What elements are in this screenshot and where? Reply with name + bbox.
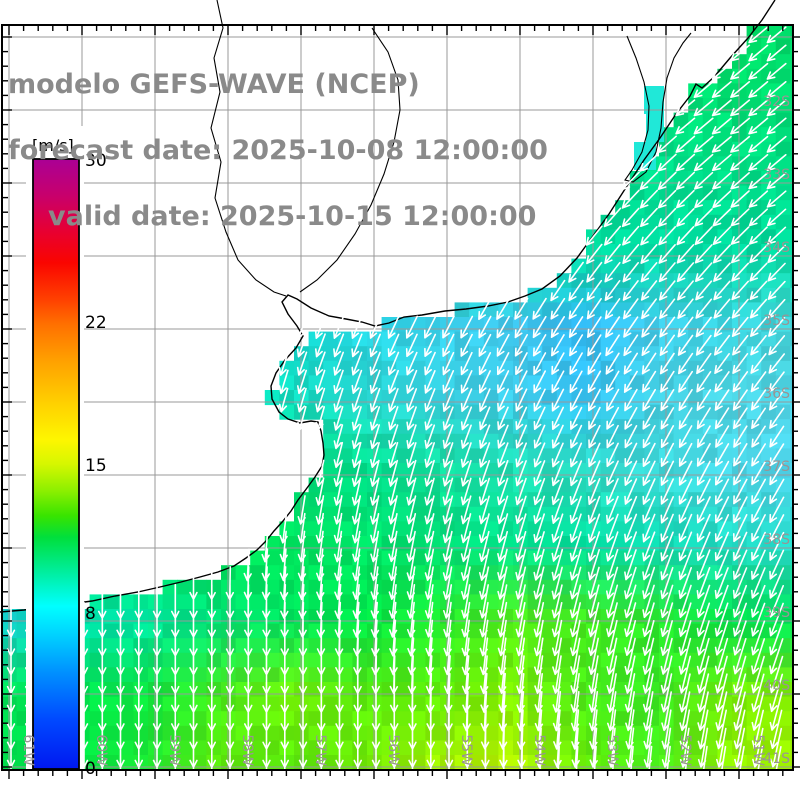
latitude-label: 38S (763, 532, 790, 548)
longitude-label: 53W (604, 734, 620, 766)
longitude-label: 60W (93, 734, 109, 766)
coastline-layer (0, 0, 776, 613)
colorbar-tick-label: 22 (85, 313, 107, 333)
latitude-label: 39S (763, 605, 790, 621)
latitude-label: 41S (763, 751, 790, 767)
colorbar-tick-label: 8 (85, 604, 96, 624)
longitude-label: 58W (239, 734, 255, 766)
latitude-label: 32S (763, 94, 790, 110)
latitude-label: 37S (763, 459, 790, 475)
latitude-label: 34S (763, 240, 790, 256)
longitude-label: 52W (677, 734, 693, 766)
longitude-label: 54W (531, 734, 547, 766)
colorbar-gradient (32, 158, 80, 770)
river-path (210, 0, 287, 297)
longitude-label: 57W (312, 734, 328, 766)
frame-layer: 32S 33S 34S 35S 36S 37S 38S 39S 40S 41S 61W 60W 59W 5… (1, 24, 800, 779)
latitude-label: 33S (763, 167, 790, 183)
latitude-label: 36S (763, 386, 790, 402)
latitude-label: 40S (763, 678, 790, 694)
river-path (299, 27, 401, 293)
longitude-label: 55W (458, 734, 474, 766)
direction-arrows-layer (6, 26, 787, 787)
longitude-label: 61W (20, 734, 36, 766)
graticule-layer (2, 25, 793, 770)
plot-frame (1, 24, 794, 771)
arrow-field-path (6, 26, 787, 787)
longitude-label: 59W (166, 734, 182, 766)
colorbar-tick-label: 15 (85, 456, 107, 476)
longitude-label: 51W (750, 734, 766, 766)
latitude-label: 35S (763, 313, 790, 329)
lagoon-outline-path (624, 32, 692, 183)
colorbar-unit-label: [m/s] (32, 136, 74, 155)
longitude-label: 56W (385, 734, 401, 766)
coastline-path (0, 0, 776, 613)
colorbar-tick-label: 30 (85, 151, 107, 171)
